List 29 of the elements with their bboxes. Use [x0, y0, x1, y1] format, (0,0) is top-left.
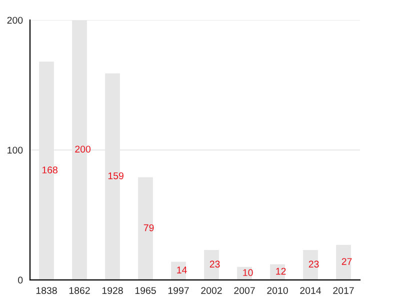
data-label: 200: [75, 146, 91, 153]
data-label: 14: [177, 266, 187, 274]
bar: [336, 244, 351, 280]
bar: [303, 250, 318, 280]
data-label: 10: [243, 269, 253, 276]
x-tick-label: 1965: [135, 287, 156, 294]
y-tick-label: 200: [7, 16, 23, 24]
bar: [171, 262, 186, 280]
data-label: 159: [108, 172, 124, 180]
bar: [270, 264, 285, 280]
x-tick-label: 1928: [102, 287, 123, 294]
x-tick-label: 2017: [333, 287, 354, 294]
y-tick-label: 0: [18, 276, 23, 284]
x-tick-label: 2007: [234, 287, 255, 294]
x-tick-label: 1838: [36, 287, 57, 294]
data-label: 27: [342, 258, 352, 265]
bar: [138, 177, 153, 280]
data-label: 79: [144, 224, 154, 232]
x-tick-label: 2010: [267, 287, 288, 294]
data-label: 168: [42, 166, 58, 174]
x-tick-label: 1862: [69, 287, 90, 294]
x-tick-label: 1997: [168, 287, 189, 294]
data-label: 12: [276, 268, 286, 275]
y-tick-label: 100: [8, 146, 23, 154]
data-label: 23: [308, 260, 319, 268]
x-tick-label: 2014: [300, 287, 322, 294]
x-tick-label: 2002: [201, 287, 222, 294]
bar: [204, 250, 219, 280]
data-label: 23: [210, 260, 220, 268]
